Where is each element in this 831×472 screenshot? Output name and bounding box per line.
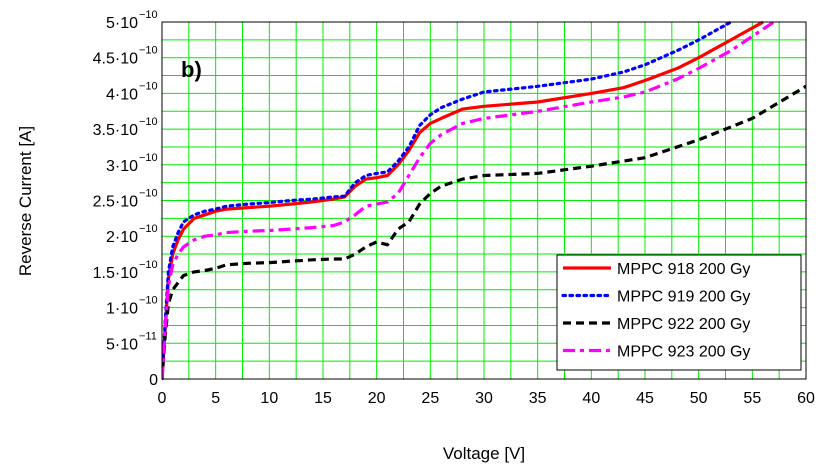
x-tick-label: 20 bbox=[368, 390, 386, 407]
x-tick-labels: 0 5 10 15 20 25 30 35 40 45 50 55 60 bbox=[158, 390, 815, 407]
x-tick-label: 25 bbox=[421, 390, 439, 407]
y-tick-exponent: −10 bbox=[139, 9, 158, 21]
x-tick-label: 55 bbox=[743, 390, 761, 407]
y-tick-label: 4.5·10 bbox=[93, 51, 138, 68]
x-tick-label: 5 bbox=[211, 390, 220, 407]
x-tick-label: 60 bbox=[797, 390, 815, 407]
y-tick-labels: 05·10 −111·10 −101.5·10 −102·10 −102.5·10 −10… bbox=[93, 9, 158, 389]
y-tick-exponent: −10 bbox=[139, 295, 158, 307]
y-tick-exponent: −10 bbox=[139, 116, 158, 128]
legend-label-4: MPPC 923 200 Gy bbox=[617, 344, 750, 361]
x-tick-label: 0 bbox=[158, 390, 167, 407]
legend-label-1: MPPC 918 200 Gy bbox=[617, 261, 750, 278]
x-tick-label: 30 bbox=[475, 390, 493, 407]
y-tick-label: 1.5·10 bbox=[93, 265, 138, 282]
y-tick-exponent: −10 bbox=[139, 259, 158, 271]
x-tick-label: 50 bbox=[690, 390, 708, 407]
axes bbox=[161, 21, 807, 380]
series-line-3 bbox=[162, 84, 806, 380]
series-line-4 bbox=[162, 21, 775, 380]
y-tick-exponent: −10 bbox=[139, 45, 158, 57]
y-tick-label: 5·10 bbox=[106, 336, 138, 353]
plot-frame bbox=[161, 21, 807, 380]
y-tick-label: 3·10 bbox=[106, 158, 138, 175]
y-axis-title: Reverse Current [A] bbox=[16, 126, 35, 276]
y-tick-label: 2·10 bbox=[106, 229, 138, 246]
panel-label: b) bbox=[181, 57, 202, 82]
y-tick-label: 3.5·10 bbox=[93, 122, 138, 139]
x-tick-label: 15 bbox=[314, 390, 332, 407]
legend: MPPC 918 200 Gy MPPC 919 200 Gy MPPC 922 2… bbox=[556, 254, 802, 371]
y-tick-exponent: −11 bbox=[139, 330, 157, 342]
y-tick-exponent: −10 bbox=[139, 223, 158, 235]
y-tick-label: 2.5·10 bbox=[93, 194, 138, 211]
y-tick-label: 4·10 bbox=[106, 86, 138, 103]
legend-label-2: MPPC 919 200 Gy bbox=[617, 289, 750, 306]
x-tick-label: 35 bbox=[529, 390, 547, 407]
y-tick-label: 0 bbox=[149, 372, 158, 389]
legend-label-3: MPPC 922 200 Gy bbox=[617, 316, 750, 333]
x-axis-title: Voltage [V] bbox=[443, 444, 525, 463]
series-lines bbox=[162, 21, 806, 380]
y-tick-exponent: −10 bbox=[139, 80, 158, 92]
series-line-2 bbox=[162, 21, 733, 380]
y-tick-exponent: −10 bbox=[139, 152, 158, 164]
series-line-1 bbox=[162, 21, 764, 380]
y-tick-label: 5·10 bbox=[106, 15, 138, 32]
x-tick-label: 40 bbox=[582, 390, 600, 407]
y-tick-exponent: −10 bbox=[139, 188, 158, 200]
x-tick-label: 45 bbox=[636, 390, 654, 407]
y-tick-label: 1·10 bbox=[106, 301, 138, 318]
x-tick-label: 10 bbox=[260, 390, 278, 407]
